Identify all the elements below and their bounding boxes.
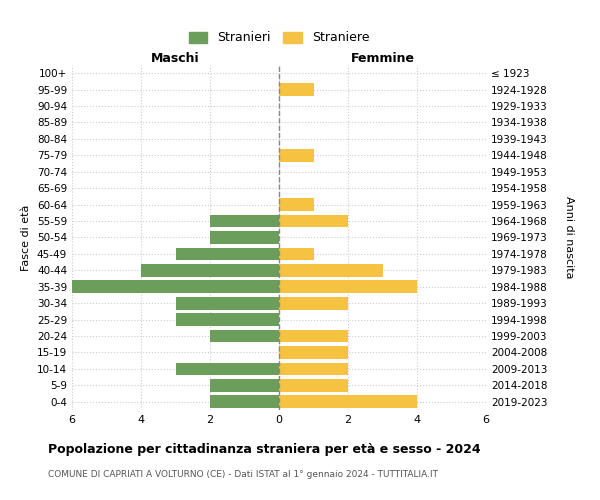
Text: Femmine: Femmine <box>350 52 415 65</box>
Bar <box>279 248 314 260</box>
Bar <box>210 214 279 228</box>
Bar <box>210 330 279 342</box>
Bar <box>141 264 279 277</box>
Bar <box>279 330 348 342</box>
Bar <box>210 231 279 244</box>
Bar <box>279 362 348 376</box>
Bar <box>176 362 279 376</box>
Bar <box>279 346 348 359</box>
Bar <box>72 280 279 293</box>
Text: Maschi: Maschi <box>151 52 200 65</box>
Bar <box>279 149 314 162</box>
Text: COMUNE DI CAPRIATI A VOLTURNO (CE) - Dati ISTAT al 1° gennaio 2024 - TUTTITALIA.: COMUNE DI CAPRIATI A VOLTURNO (CE) - Dat… <box>48 470 438 479</box>
Bar <box>176 313 279 326</box>
Bar <box>210 379 279 392</box>
Y-axis label: Anni di nascita: Anni di nascita <box>564 196 574 279</box>
Bar <box>279 297 348 310</box>
Bar <box>279 264 383 277</box>
Bar <box>279 280 417 293</box>
Bar <box>279 198 314 211</box>
Y-axis label: Fasce di età: Fasce di età <box>22 204 31 270</box>
Bar <box>176 297 279 310</box>
Bar <box>279 396 417 408</box>
Legend: Stranieri, Straniere: Stranieri, Straniere <box>184 26 374 50</box>
Text: Popolazione per cittadinanza straniera per età e sesso - 2024: Popolazione per cittadinanza straniera p… <box>48 442 481 456</box>
Bar <box>279 214 348 228</box>
Bar <box>279 379 348 392</box>
Bar <box>176 248 279 260</box>
Bar <box>210 396 279 408</box>
Bar <box>279 83 314 96</box>
